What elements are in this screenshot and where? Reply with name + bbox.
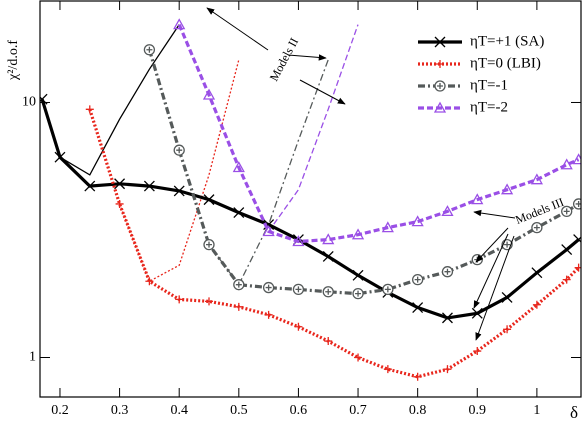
marker — [352, 288, 364, 300]
marker — [234, 302, 243, 311]
x-tick-label: 0.6 — [290, 403, 308, 418]
legend-marker — [434, 36, 446, 48]
marker — [442, 312, 453, 324]
marker — [412, 274, 424, 286]
marker — [173, 18, 186, 30]
marker — [471, 193, 484, 205]
marker — [413, 372, 422, 381]
marker — [85, 105, 94, 114]
x-tick-label: 0.5 — [230, 403, 248, 418]
marker — [324, 337, 333, 346]
marker — [262, 282, 275, 294]
series-line — [147, 49, 580, 296]
marker — [574, 263, 581, 272]
marker — [471, 254, 483, 266]
marker — [203, 194, 215, 206]
marker — [560, 158, 573, 170]
annotation-arrows — [206, 7, 516, 341]
marker — [202, 88, 216, 100]
marker — [173, 144, 185, 156]
series-line — [177, 23, 580, 244]
marker — [322, 233, 335, 245]
legend-marker — [436, 60, 444, 68]
marker — [532, 300, 541, 309]
legend-marker — [433, 101, 447, 113]
marker — [573, 234, 581, 246]
thin-line — [118, 59, 240, 283]
plot-frame — [39, 0, 582, 398]
y-axis-label: χ²/d.o.f — [6, 40, 21, 81]
marker — [262, 225, 275, 237]
marker — [145, 277, 154, 286]
x-tick-label: 1 — [533, 403, 540, 418]
plot-area — [40, 18, 581, 381]
marker — [233, 279, 245, 291]
annotation: Models II — [267, 35, 301, 83]
series-line — [40, 98, 580, 320]
marker — [84, 180, 96, 192]
marker — [292, 283, 305, 295]
marker — [473, 347, 482, 356]
marker — [561, 244, 573, 256]
marker — [322, 286, 334, 298]
legend-label: ηT=0 (LBI) — [470, 55, 541, 71]
thin-line — [268, 24, 359, 232]
marker — [205, 297, 214, 306]
marker — [232, 161, 245, 173]
marker — [500, 183, 514, 195]
x-tick-label: 0.3 — [111, 403, 129, 418]
marker — [441, 266, 454, 278]
marker — [175, 295, 184, 304]
x-axis-label: δ — [570, 403, 578, 422]
marker — [322, 251, 334, 262]
marker — [143, 44, 156, 56]
marker — [294, 322, 303, 331]
marker — [114, 178, 126, 190]
marker — [143, 180, 155, 192]
marker — [354, 353, 363, 362]
marker — [233, 207, 245, 219]
marker — [412, 302, 424, 313]
marker — [382, 283, 394, 295]
marker — [203, 239, 215, 251]
thin-line — [208, 59, 329, 286]
marker — [561, 205, 573, 217]
annotation: Models III — [513, 195, 566, 227]
marker — [443, 365, 452, 374]
legend-marker — [434, 80, 446, 92]
x-tick-label: 0.4 — [170, 403, 188, 418]
legend-label: ηT=-2 — [470, 99, 508, 115]
marker — [501, 291, 513, 303]
marker — [115, 199, 124, 208]
marker — [562, 275, 571, 284]
marker — [572, 153, 581, 165]
marker — [54, 151, 66, 163]
marker — [173, 185, 185, 197]
x-tick-label: 0.7 — [349, 403, 367, 418]
y-tick-label: 10 — [22, 95, 36, 110]
marker — [292, 235, 305, 247]
marker — [264, 310, 273, 319]
marker — [411, 215, 424, 227]
marker — [441, 205, 454, 217]
marker — [530, 173, 543, 185]
y-tick-label: 1 — [29, 350, 36, 365]
marker — [503, 325, 512, 334]
marker — [471, 307, 483, 319]
marker — [352, 269, 364, 281]
marker — [383, 365, 392, 374]
x-tick-label: 0.2 — [51, 403, 69, 418]
marker — [531, 267, 543, 279]
legend-label: ηT=-1 — [470, 77, 508, 93]
marker — [531, 222, 543, 234]
thin-line — [59, 24, 180, 176]
x-tick-label: 0.9 — [469, 403, 487, 418]
x-tick-label: 0.8 — [409, 403, 427, 418]
legend-label: ηT=+1 (SA) — [470, 33, 544, 49]
marker — [381, 221, 394, 233]
marker — [351, 228, 365, 240]
